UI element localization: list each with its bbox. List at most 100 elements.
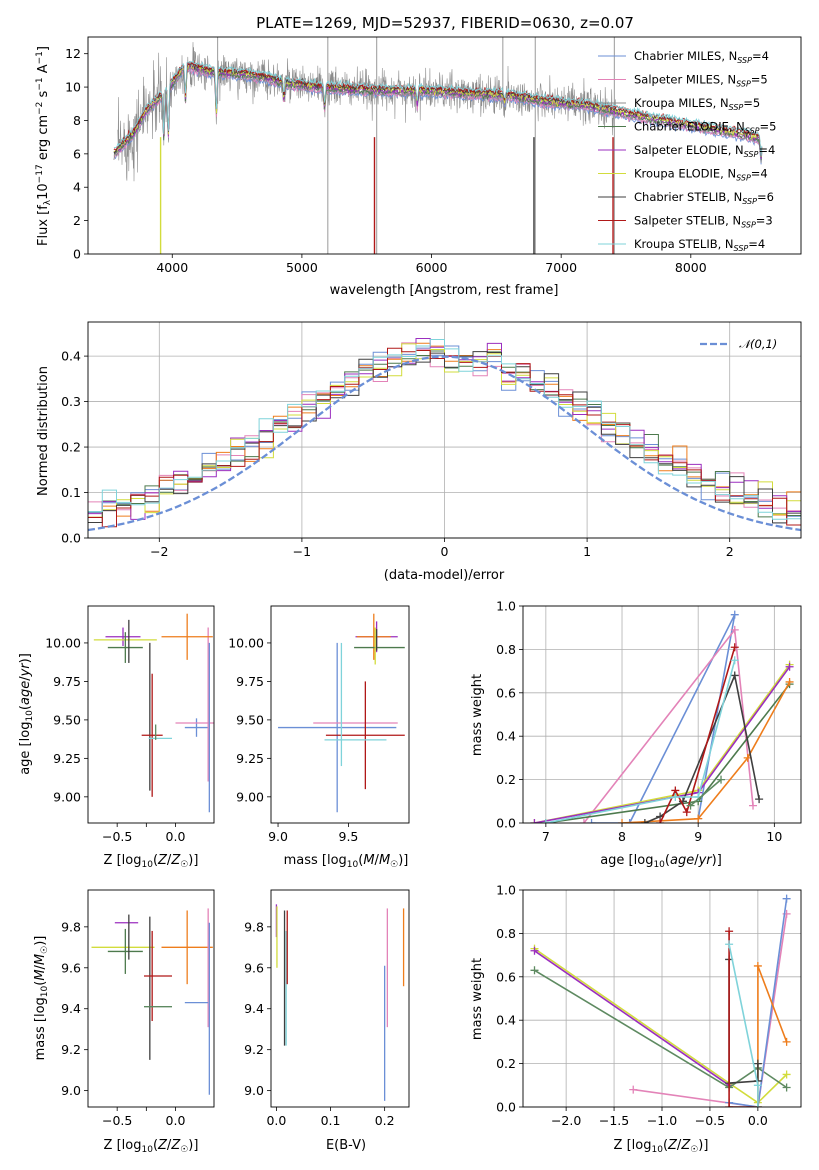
y-tick-label: 9.4 bbox=[61, 1001, 81, 1016]
mass-weight-marker bbox=[785, 662, 794, 671]
mass-weight-line bbox=[534, 950, 730, 1086]
age-massweight-panel: 7 8 9 10 0.0 0.2 0.4 0.6 0.8 1.0 bbox=[496, 599, 802, 845]
y-tick-label: 10 bbox=[65, 80, 81, 95]
gridlines bbox=[523, 605, 801, 824]
y-tick-label: 0 bbox=[73, 247, 81, 262]
tick-marks: −0.5 0.0 9.00 9.25 9.50 9.75 10.00 bbox=[45, 635, 185, 844]
x-tick-label: 1 bbox=[583, 544, 591, 559]
mass-weight-marker bbox=[755, 795, 764, 804]
x-tick-label: 9.5 bbox=[339, 829, 359, 844]
error-bar-point bbox=[161, 613, 213, 660]
mass-weight-marker bbox=[785, 677, 794, 686]
error-bar-point bbox=[107, 928, 143, 974]
axes-frame bbox=[270, 889, 410, 1108]
ebv-mass-panel: 0.0 0.1 0.2 9.0 9.2 9.4 9.6 9.8 bbox=[244, 889, 410, 1128]
figure-title: PLATE=1269, MJD=52937, FIBERID=0630, z=0… bbox=[256, 14, 634, 32]
mass-weight-marker bbox=[694, 814, 703, 823]
x-tick-label: 0.0 bbox=[266, 1113, 286, 1128]
axes-frame bbox=[522, 605, 802, 824]
age-ylabel: age [log10(age/yr)] bbox=[18, 653, 35, 775]
y-tick-label: 0.0 bbox=[496, 1100, 516, 1115]
mass-weight-marker bbox=[730, 656, 739, 665]
mass-weight-marker bbox=[730, 671, 739, 680]
legend-entry: Kroupa ELODIE, NSSP=4 bbox=[634, 167, 768, 183]
mass-weight-marker bbox=[656, 819, 665, 823]
legend-entry: Chabrier ELODIE, NSSP=5 bbox=[634, 120, 776, 136]
axes-frame bbox=[270, 605, 410, 824]
mass-ylabel: mass [log10(M/M☉)] bbox=[33, 936, 50, 1061]
mass-weight-marker bbox=[782, 894, 791, 903]
y-tick-label: 9.75 bbox=[236, 674, 264, 689]
x-tick-label: −0.5 bbox=[102, 1113, 132, 1128]
mass-weight-marker bbox=[782, 1083, 791, 1092]
mass-weight-line bbox=[690, 778, 722, 807]
y-tick-label: 9.50 bbox=[236, 712, 264, 727]
y-tick-label: 9.2 bbox=[244, 1042, 264, 1057]
mass-weight-marker bbox=[717, 775, 726, 784]
mass-weight-marker bbox=[730, 643, 739, 652]
x-tick-label: 5000 bbox=[286, 260, 318, 275]
x-tick-label: 9.0 bbox=[268, 829, 288, 844]
x-tick-label: −1 bbox=[293, 544, 311, 559]
tick-marks: 7 8 9 10 0.0 0.2 0.4 0.6 0.8 1.0 bbox=[496, 599, 782, 845]
error-bar-point bbox=[141, 673, 163, 797]
axes-frame bbox=[87, 36, 802, 255]
legend-entry: Kroupa MILES, NSSP=5 bbox=[634, 96, 760, 112]
y-tick-label: 9.25 bbox=[236, 751, 264, 766]
mass-weight-marker bbox=[725, 1103, 734, 1107]
massweight-ylabel-bottom: mass weight bbox=[470, 958, 485, 1040]
legend-entry: Kroupa STELIB, NSSP=4 bbox=[634, 237, 765, 253]
error-bar-point bbox=[184, 718, 209, 737]
y-tick-label: 9.00 bbox=[236, 789, 264, 804]
y-tick-label: 0.4 bbox=[61, 349, 81, 364]
mass-weight-marker bbox=[753, 1059, 762, 1068]
x-tick-label: 10 bbox=[766, 829, 782, 844]
x-tick-label: 0.0 bbox=[166, 829, 186, 844]
error-bar-point bbox=[161, 910, 213, 985]
mass-weight-line bbox=[534, 947, 788, 1104]
y-tick-label: 6 bbox=[73, 146, 81, 161]
x-tick-label: −1.0 bbox=[647, 1113, 677, 1128]
plot-area bbox=[530, 610, 794, 823]
mass-weight-marker bbox=[753, 961, 762, 970]
tick-marks: −0.5 0.0 9.0 9.2 9.4 9.6 9.8 bbox=[61, 919, 185, 1128]
observed-spectrum bbox=[117, 42, 616, 182]
massweight-ylabel-top: mass weight bbox=[470, 674, 485, 756]
model-fit-line bbox=[113, 60, 763, 155]
mass-weight-marker bbox=[782, 1037, 791, 1046]
mass-weight-marker bbox=[541, 819, 550, 823]
spectrum-ylabel: Flux [fλ10−17 erg cm−2 s−1 A−1] bbox=[35, 46, 53, 246]
x-tick-label: −2.0 bbox=[551, 1113, 581, 1128]
mass-weight-line bbox=[728, 898, 788, 1107]
y-tick-label: 0.3 bbox=[61, 394, 81, 409]
y-tick-label: 9.75 bbox=[53, 674, 81, 689]
y-tick-label: 9.8 bbox=[61, 919, 81, 934]
y-tick-label: 8 bbox=[73, 113, 81, 128]
mass-weight-marker bbox=[579, 819, 588, 823]
y-tick-label: 0.0 bbox=[61, 531, 81, 546]
mass-weight-line bbox=[633, 913, 788, 1107]
x-tick-label: 0.0 bbox=[748, 1113, 768, 1128]
x-tick-label: 7000 bbox=[545, 260, 577, 275]
x-tick-label: 0 bbox=[441, 544, 449, 559]
y-tick-label: 2 bbox=[73, 213, 81, 228]
residual-histogram bbox=[88, 339, 801, 520]
x-tick-label: −2 bbox=[150, 544, 168, 559]
y-tick-label: 9.00 bbox=[53, 789, 81, 804]
mass-weight-marker bbox=[618, 819, 627, 823]
mass-age-panel: 9.0 9.5 9.00 9.25 9.50 9.75 10.00 bbox=[228, 605, 410, 844]
z-xlabel-massweight: Z [log10(Z/Z☉)] bbox=[614, 1138, 709, 1155]
tick-marks: −2 −1 0 1 2 0.0 0.1 0.2 0.3 0.4 bbox=[61, 349, 734, 559]
mass-weight-line bbox=[757, 965, 788, 1107]
plot-area bbox=[530, 894, 791, 1107]
y-tick-label: 10.00 bbox=[45, 635, 81, 650]
legend-entry: Chabrier STELIB, NSSP=6 bbox=[634, 190, 774, 206]
z-age-panel: −0.5 0.0 9.00 9.25 9.50 9.75 10.00 bbox=[45, 605, 215, 844]
y-tick-label: 1.0 bbox=[496, 883, 516, 898]
x-tick-label: −0.5 bbox=[695, 1113, 725, 1128]
legend-entry: Salpeter STELIB, NSSP=3 bbox=[634, 214, 773, 230]
axes-frame bbox=[87, 321, 802, 539]
tick-marks: −2.0 −1.5 −1.0 −0.5 0.0 0.0 0.2 0.4 0.6 0.8 1.0 bbox=[496, 883, 768, 1129]
mass-weight-line bbox=[534, 969, 788, 1089]
